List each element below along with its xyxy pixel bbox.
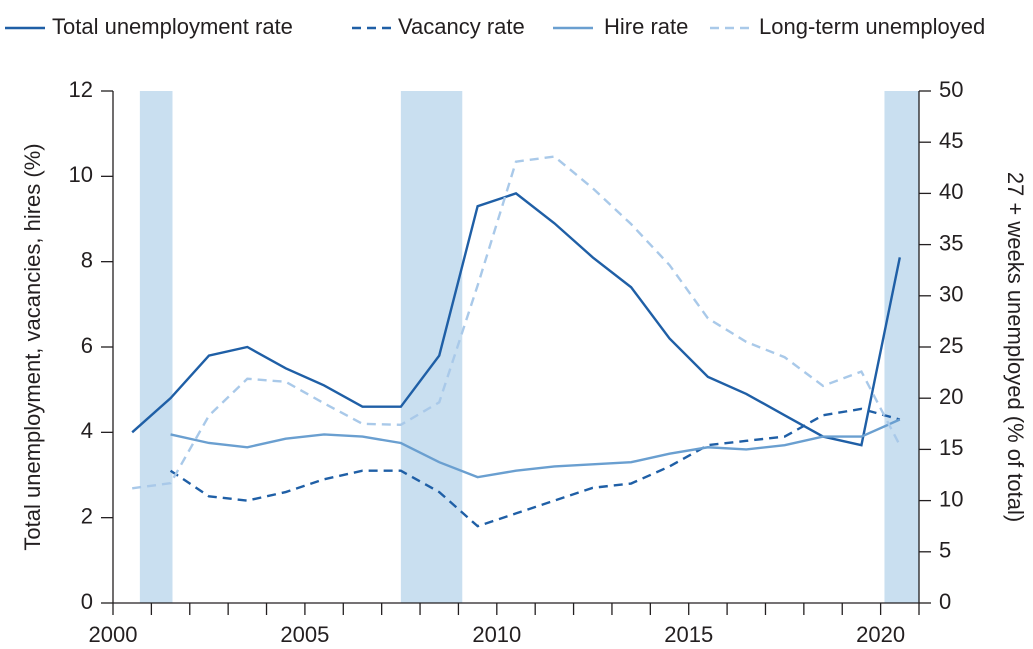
y-tick-label: 0 — [81, 589, 93, 614]
y-tick-label: 8 — [81, 247, 93, 272]
y2-tick-label: 40 — [939, 179, 963, 204]
recession-band — [884, 91, 919, 603]
series-line — [169, 407, 901, 528]
y2-tick-label: 50 — [939, 77, 963, 102]
legend-label: Total unemployment rate — [52, 14, 293, 39]
y2-tick-label: 20 — [939, 384, 963, 409]
y2-tick-label: 35 — [939, 230, 963, 255]
y-tick-label: 2 — [81, 503, 93, 528]
y-tick-label: 4 — [81, 418, 93, 443]
series-line — [132, 155, 901, 490]
y2-tick-label: 5 — [939, 538, 951, 563]
y2-tick-label: 30 — [939, 282, 963, 307]
series-line — [131, 192, 901, 447]
legend-label: Long-term unemployed — [759, 14, 985, 39]
legend-label: Hire rate — [604, 14, 688, 39]
series-line — [170, 418, 901, 479]
x-tick-label: 2000 — [89, 622, 138, 647]
y2-tick-label: 15 — [939, 435, 963, 460]
x-tick-label: 2010 — [472, 622, 521, 647]
y-axis-label: Total unemployment, vacancies, hires (%) — [20, 143, 45, 550]
y2-tick-label: 10 — [939, 486, 963, 511]
y-tick-label: 12 — [69, 77, 93, 102]
y-tick-label: 10 — [69, 162, 93, 187]
x-tick-label: 2015 — [664, 622, 713, 647]
y2-tick-label: 25 — [939, 333, 963, 358]
legend-label: Vacancy rate — [398, 14, 525, 39]
y-tick-label: 6 — [81, 333, 93, 358]
y2-tick-label: 45 — [939, 128, 963, 153]
recession-band — [400, 91, 463, 603]
x-tick-label: 2020 — [856, 622, 905, 647]
y2-tick-label: 0 — [939, 589, 951, 614]
x-tick-label: 2005 — [280, 622, 329, 647]
recession-band — [139, 91, 173, 603]
y2-axis-label: 27 + weeks unemployed (% of total) — [1003, 172, 1028, 522]
